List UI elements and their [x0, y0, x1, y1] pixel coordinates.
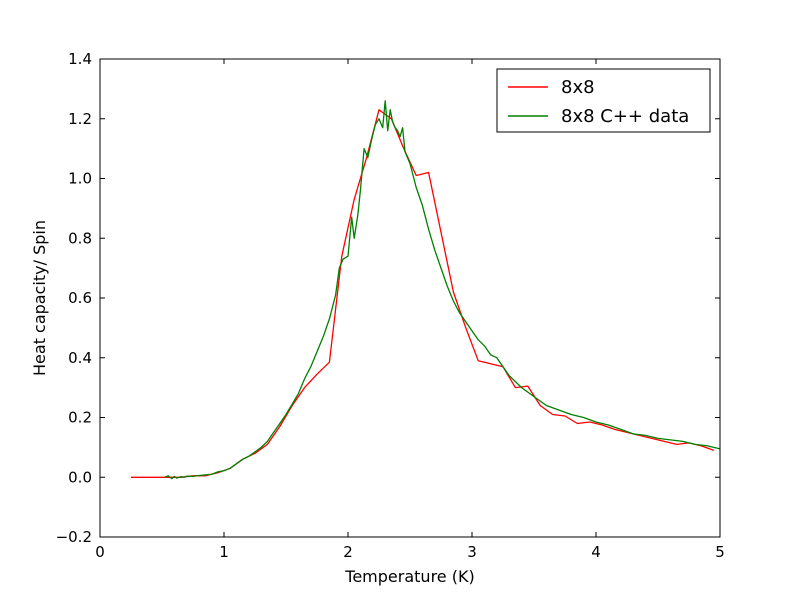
- y-tick-label: 0.8: [68, 229, 92, 247]
- y-tick-label: 0.6: [68, 289, 92, 307]
- y-tick-label: 1.0: [68, 170, 92, 188]
- y-tick-label: 0.0: [68, 468, 92, 486]
- y-axis-label: Heat capacity/ Spin: [30, 220, 49, 376]
- y-tick-label: 0.4: [68, 349, 92, 367]
- legend-label-8x8: 8x8: [561, 77, 595, 98]
- legend-label-cpp-data: 8x8 C++ data: [561, 106, 689, 127]
- plot-background: [100, 59, 720, 537]
- x-tick-label: 0: [95, 543, 105, 561]
- y-tick-label: 0.2: [68, 409, 92, 427]
- y-ticks: −0.2 0.0 0.2 0.4 0.6 0.8 1.0 1.2 1.4: [56, 50, 720, 546]
- y-tick-label: 1.4: [68, 50, 92, 68]
- x-tick-label: 5: [715, 543, 725, 561]
- x-tick-label: 4: [591, 543, 601, 561]
- y-tick-label: −0.2: [56, 528, 92, 546]
- y-tick-label: 1.2: [68, 110, 92, 128]
- x-tick-label: 2: [343, 543, 353, 561]
- legend: 8x8 8x8 C++ data: [496, 68, 711, 133]
- x-axis-label: Temperature (K): [344, 567, 474, 586]
- x-tick-label: 1: [219, 543, 229, 561]
- series-line-1: [164, 100, 721, 480]
- x-tick-label: 3: [467, 543, 477, 561]
- x-ticks: 0 1 2 3 4 5: [95, 59, 725, 561]
- legend-box: [496, 68, 711, 133]
- series-layer: [131, 100, 721, 480]
